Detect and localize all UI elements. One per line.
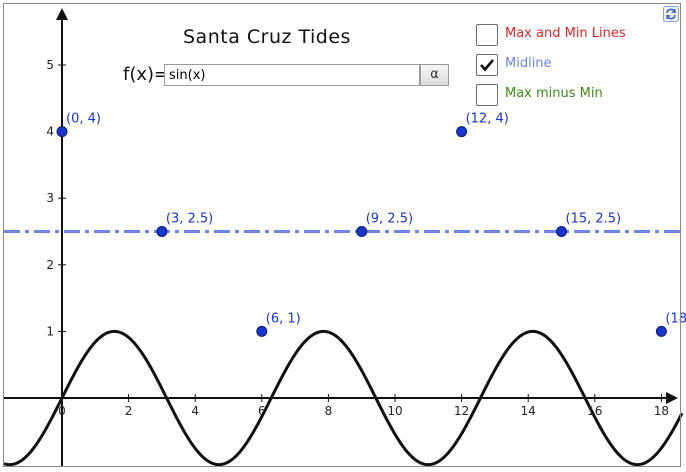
data-point [56,126,68,138]
data-point-label: (9, 2.5) [366,212,413,227]
x-tick-label: 8 [325,404,333,418]
checkbox-box[interactable] [476,84,498,106]
x-tick-label: 16 [587,404,602,418]
y-axis-arrow [56,8,68,20]
data-point [256,325,268,337]
checkbox-box[interactable] [476,54,498,76]
checkmark-icon [480,59,494,72]
x-tick-label: 4 [191,404,199,418]
x-tick-label: 18 [654,404,669,418]
data-point-label: (18, 1) [665,311,686,326]
data-point [655,325,667,337]
x-tick-label: 12 [454,404,469,418]
x-tick-label: 14 [521,404,536,418]
y-tick-label: 3 [46,191,54,205]
data-point [556,226,567,237]
data-point-label: (0, 4) [66,112,101,127]
data-point [156,226,168,237]
data-point-label: (15, 2.5) [566,212,622,227]
y-tick-label: 1 [46,324,54,338]
data-point [356,226,368,237]
checkbox-label[interactable]: Max and Min Lines [505,26,626,41]
y-tick-label: 4 [46,125,54,139]
refresh-icon[interactable] [663,6,679,22]
x-axis-arrow [666,392,678,404]
page-title: Santa Cruz Tides [183,26,351,48]
x-tick-label: 10 [387,404,402,418]
data-point-label: (6, 1) [266,311,301,326]
data-point [456,126,468,138]
checkbox-box[interactable] [476,24,498,46]
y-tick-label: 2 [46,258,54,272]
symbol-keyboard-button[interactable]: α [420,64,449,86]
data-point-label: (3, 2.5) [166,212,213,227]
checkbox-label[interactable]: Midline [505,56,552,71]
x-tick-label: 2 [125,404,133,418]
data-point-label: (12, 4) [466,112,509,127]
x-tick-label: 0 [58,404,66,418]
function-input[interactable] [164,64,420,86]
sine-curve [3,329,684,467]
y-tick-label: 5 [46,58,54,72]
x-tick-label: 6 [258,404,266,418]
function-input-label: f(x)= [123,64,170,85]
checkbox-label[interactable]: Max minus Min [505,86,603,101]
